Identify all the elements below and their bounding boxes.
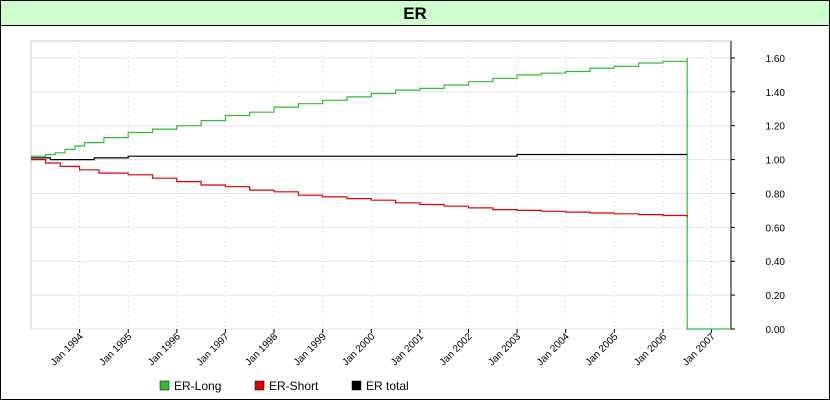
x-tick-label: Jan 2000 <box>341 331 378 368</box>
legend-label: ER total <box>366 379 409 393</box>
x-tick-label: Jan 2004 <box>535 331 572 368</box>
x-tick-label: Jan 2005 <box>584 331 621 368</box>
grid-lines <box>31 41 731 330</box>
legend: ER-Long ER-Short ER total <box>159 379 409 393</box>
series-lines <box>31 57 731 330</box>
series-line-er-short <box>31 159 688 218</box>
x-tick-label: Jan 1998 <box>243 331 280 368</box>
x-tick-label: Jan 2003 <box>486 331 523 368</box>
x-tick-label: Jan 1999 <box>292 331 329 368</box>
y-tick-label: 1.40 <box>766 88 786 99</box>
x-tick-label: Jan 1994 <box>49 331 86 368</box>
legend-label: ER-Short <box>269 379 319 393</box>
series-line-er-long <box>31 57 731 330</box>
x-tick-label: Jan 1996 <box>146 331 183 368</box>
y-tick-label: 0.40 <box>766 257 786 268</box>
y-tick-label: 0.60 <box>766 223 786 234</box>
x-tick-label: Jan 2002 <box>438 331 475 368</box>
plot-area <box>30 40 732 330</box>
x-tick-label: Jan 2006 <box>632 331 669 368</box>
legend-label: ER-Long <box>174 379 221 393</box>
chart-title: ER <box>1 1 829 26</box>
legend-swatch <box>254 380 265 391</box>
y-axis: 0.00 0.20 0.40 0.60 0.80 1.00 1.20 1.40 1.60 <box>730 41 786 336</box>
x-tick-label: Jan 2001 <box>389 331 426 368</box>
y-tick-label: 1.00 <box>766 156 786 167</box>
y-tick-label: 0.20 <box>766 291 786 302</box>
x-tick-label: Jan 1995 <box>97 331 134 368</box>
series-line-er-total <box>31 153 688 161</box>
legend-swatch <box>159 380 170 391</box>
y-tick-label: 1.20 <box>766 122 786 133</box>
y-tick-label: 1.60 <box>766 54 786 65</box>
legend-swatch <box>351 380 362 391</box>
y-tick-label: 0.00 <box>766 325 786 336</box>
x-tick-label: Jan 2007 <box>681 331 718 368</box>
x-tick-label: Jan 1997 <box>195 331 232 368</box>
x-axis: Jan 1994 Jan 1995 Jan 1996 Jan 1997 Jan 1998… <box>49 329 718 368</box>
y-tick-label: 0.80 <box>766 189 786 200</box>
